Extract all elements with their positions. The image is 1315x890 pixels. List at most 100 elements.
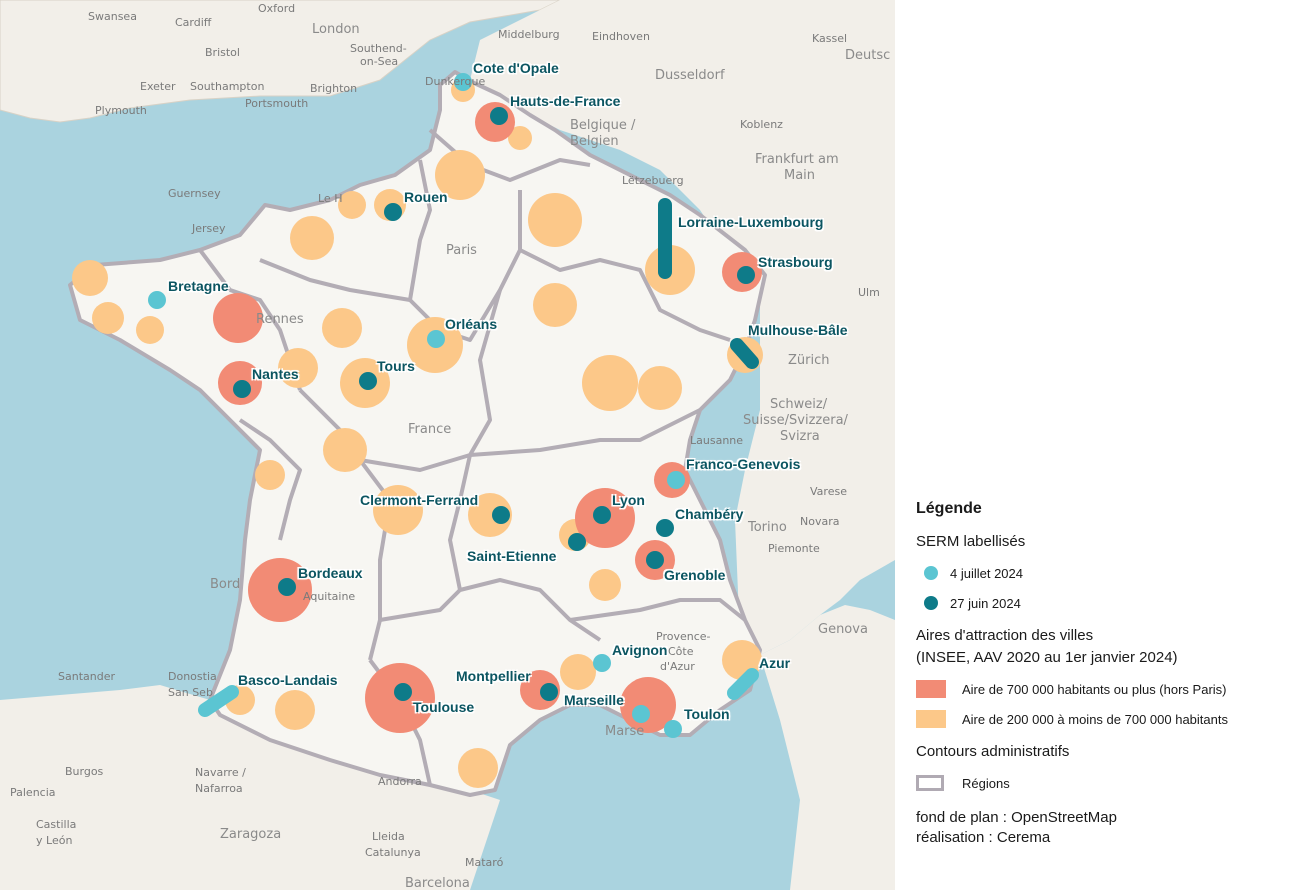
map-label-southend: Southend- xyxy=(350,42,407,55)
legend-aav-header-1: Aires d'attraction des villes xyxy=(916,627,1094,644)
map-label-san-seb: San Seb xyxy=(168,686,213,699)
map[interactable]: Swansea Cardiff Oxford London Bristol So… xyxy=(0,0,895,890)
serm-label-hauts-de-france[interactable]: Hauts-de-France xyxy=(510,93,621,109)
serm-label-marseille[interactable]: Marseille xyxy=(564,692,624,708)
serm-label-toulouse[interactable]: Toulouse xyxy=(413,699,475,715)
legend-title: Légende xyxy=(916,500,982,517)
serm-label-bordeaux[interactable]: Bordeaux xyxy=(298,565,363,581)
map-label-aquitaine: Aquitaine xyxy=(303,590,356,603)
map-label-varese: Varese xyxy=(810,485,847,498)
map-label-genova: Genova xyxy=(818,622,868,637)
map-label-cote: Côte xyxy=(668,645,694,658)
legend-label-large: Aire de 700 000 habitants ou plus (hors … xyxy=(962,681,1227,697)
serm-label-rouen[interactable]: Rouen xyxy=(404,189,448,205)
serm-label-lyon[interactable]: Lyon xyxy=(612,492,645,508)
map-label-piemonte: Piemonte xyxy=(768,542,820,555)
map-label-main: Main xyxy=(784,168,816,183)
map-label-on-sea: on-Sea xyxy=(360,55,399,68)
medium-area-swatch xyxy=(916,710,946,728)
map-label-brighton: Brighton xyxy=(310,82,358,95)
serm-label-cote-opale[interactable]: Cote d'Opale xyxy=(473,60,559,76)
map-label-eindhoven: Eindhoven xyxy=(592,30,650,43)
map-label-catalunya: Catalunya xyxy=(365,846,421,859)
map-label-dunkerque: Dunkerque xyxy=(425,75,486,88)
map-label-castilla: Castilla xyxy=(36,818,77,831)
serm-label-orleans[interactable]: Orléans xyxy=(445,316,498,332)
serm-lines xyxy=(198,198,759,717)
map-label-plymouth: Plymouth xyxy=(95,104,147,117)
map-label-rennes: Rennes xyxy=(256,312,304,327)
continent-northeast xyxy=(470,0,895,655)
map-label-provence: Provence- xyxy=(656,630,711,643)
map-label-le-havre: Le H xyxy=(318,192,343,205)
map-label-portsmouth: Portsmouth xyxy=(245,97,309,110)
large-area-swatch xyxy=(916,680,946,698)
serm-label-mulhouse-bale[interactable]: Mulhouse-Bâle xyxy=(748,322,848,338)
map-label-jersey: Jersey xyxy=(192,222,226,235)
map-label-nafarroa: Nafarroa xyxy=(195,782,243,795)
map-label-barcelona: Barcelona xyxy=(405,876,470,890)
map-label-andorra: Andorra xyxy=(378,775,422,788)
legend-admin-header: Contours administratifs xyxy=(916,743,1070,760)
credit-basemap: fond de plan : OpenStreetMap xyxy=(916,809,1117,826)
legend-item-large: Aire de 700 000 habitants ou plus (hors … xyxy=(916,674,1311,704)
map-label-london: London xyxy=(312,22,360,37)
legend-item-july: 4 juillet 2024 xyxy=(916,558,1311,588)
serm-label-avignon[interactable]: Avignon xyxy=(612,642,668,658)
map-label-mataro: Mataró xyxy=(465,856,504,869)
serm-label-tours[interactable]: Tours xyxy=(377,358,415,374)
serm-label-nantes[interactable]: Nantes xyxy=(252,366,299,382)
light-dot-icon xyxy=(924,566,938,580)
serm-label-toulon[interactable]: Toulon xyxy=(684,706,730,722)
map-label-frankfurt: Frankfurt am xyxy=(755,152,839,167)
map-label-lleida: Lleida xyxy=(372,830,405,843)
serm-label-franco-genevois[interactable]: Franco-Genevois xyxy=(686,456,801,472)
credits: fond de plan : OpenStreetMap réalisation… xyxy=(916,808,1311,848)
map-label-deutsch: Deutsc xyxy=(845,48,891,63)
region-border-swatch xyxy=(916,775,944,791)
map-canvas xyxy=(0,0,895,890)
serm-label-strasbourg[interactable]: Strasbourg xyxy=(758,254,833,270)
map-label-france: France xyxy=(408,422,452,437)
map-label-belgique: Belgique / xyxy=(570,118,636,133)
legend-label-july: 4 juillet 2024 xyxy=(950,565,1023,581)
map-label-svizra: Svizra xyxy=(780,429,820,444)
map-label-navarre: Navarre / xyxy=(195,766,246,779)
legend-label-june: 27 juin 2024 xyxy=(950,595,1021,611)
serm-label-lorraine-luxembourg[interactable]: Lorraine-Luxembourg xyxy=(678,214,824,230)
italy-landmass xyxy=(760,605,895,890)
map-label-belgien: Belgien xyxy=(570,134,619,149)
map-label-koblenz: Koblenz xyxy=(740,118,783,131)
map-label-letzebuerg: Lëtzebuerg xyxy=(622,174,684,187)
serm-dots xyxy=(148,73,755,738)
map-label-marseille-bg: Marse xyxy=(605,724,645,739)
map-label-exeter: Exeter xyxy=(140,80,176,93)
map-label-torino: Torino xyxy=(748,520,787,535)
map-label-guernsey: Guernsey xyxy=(168,187,221,200)
legend-serm-header: SERM labellisés xyxy=(916,533,1026,550)
map-label-donostia: Donostia xyxy=(168,670,217,683)
legend-label-regions: Régions xyxy=(962,775,1010,791)
serm-label-saint-etienne[interactable]: Saint-Etienne xyxy=(467,548,557,564)
map-label-southampton: Southampton xyxy=(190,80,265,93)
serm-label-bretagne[interactable]: Bretagne xyxy=(168,278,229,294)
map-label-dusseldorf: Dusseldorf xyxy=(655,68,725,83)
serm-label-basco-landais[interactable]: Basco-Landais xyxy=(238,672,338,688)
serm-label-montpellier[interactable]: Montpellier xyxy=(456,668,531,684)
serm-label-grenoble[interactable]: Grenoble xyxy=(664,567,726,583)
map-label-middelburg: Middelburg xyxy=(498,28,560,41)
serm-label-chambery[interactable]: Chambéry xyxy=(675,506,744,522)
serm-label-clermont-ferrand[interactable]: Clermont-Ferrand xyxy=(360,492,479,508)
legend-label-medium: Aire de 200 000 à moins de 700 000 habit… xyxy=(962,711,1228,727)
medium-areas xyxy=(72,78,763,788)
map-label-d-azur: d'Azur xyxy=(660,660,695,673)
map-label-oxford: Oxford xyxy=(258,2,296,15)
dark-dot-icon xyxy=(924,596,938,610)
map-label-zaragoza: Zaragoza xyxy=(220,827,282,842)
map-label-zurich: Zürich xyxy=(788,353,830,368)
map-label-kassel: Kassel xyxy=(812,32,848,45)
uk-landmass xyxy=(0,0,561,123)
serm-label-azur[interactable]: Azur xyxy=(759,655,791,671)
map-label-swansea: Swansea xyxy=(88,10,137,23)
legend: Légende SERM labellisés 4 juillet 2024 2… xyxy=(916,500,1311,848)
